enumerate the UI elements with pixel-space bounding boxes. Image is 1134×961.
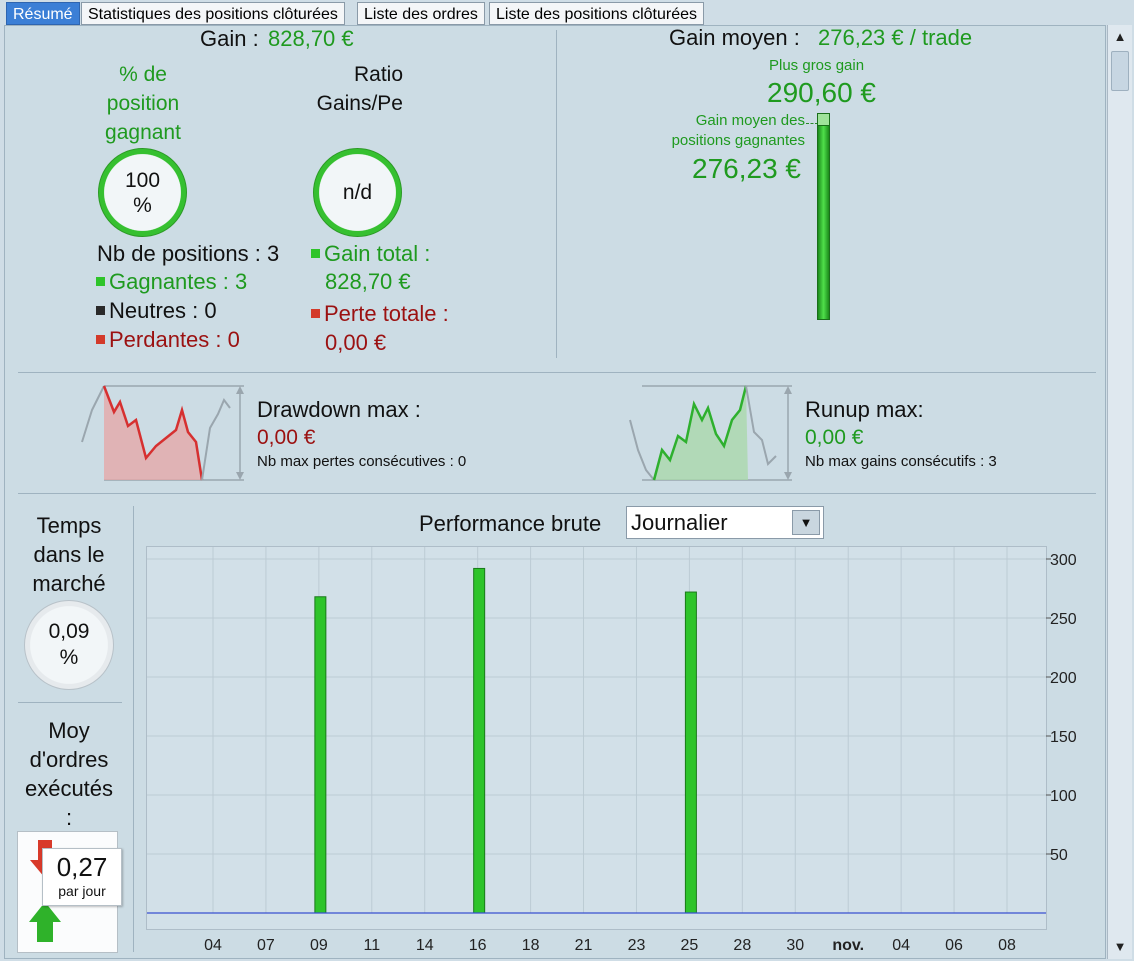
x-tick-label: 09	[310, 937, 328, 954]
time-in-market-title: Temps dans le marché	[32, 513, 106, 596]
period-select[interactable]: Journalier ▼	[626, 506, 824, 539]
x-tick-label: 16	[469, 937, 487, 954]
runup-sub: Nb max gains consécutifs : 3	[805, 453, 997, 470]
ratio-title: Ratio Gains/Pe	[316, 63, 403, 115]
runup-title: Runup max:	[805, 397, 924, 422]
perf-bar	[314, 596, 327, 914]
x-tick-label: 14	[416, 937, 434, 954]
red-square-icon	[96, 334, 105, 344]
y-tick-label: 250	[1050, 611, 1077, 628]
x-tick-label: 28	[733, 937, 751, 954]
x-tick-label: 23	[628, 937, 646, 954]
drawdown-title: Drawdown max :	[257, 397, 421, 422]
tab-resume[interactable]: Résumé	[6, 2, 80, 25]
drawdown-chart-icon	[81, 385, 244, 481]
ratio-gauge: n/d	[313, 148, 402, 237]
neutral-positions: Neutres : 0	[96, 298, 217, 324]
tab-bar: Résumé Statistiques des positions clôtur…	[0, 0, 1134, 26]
chevron-down-icon[interactable]: ▼	[792, 510, 820, 535]
winning-positions: Gagnantes : 3	[96, 269, 247, 295]
x-tick-label: 18	[522, 937, 540, 954]
time-in-market-value: 0,09	[48, 620, 90, 643]
scroll-thumb[interactable]	[1111, 51, 1129, 91]
scroll-up-icon[interactable]: ▲	[1113, 28, 1127, 44]
gain-total-value: 828,70 €	[325, 269, 411, 294]
y-tick-label: 50	[1050, 847, 1068, 864]
x-tick-label: 21	[575, 937, 593, 954]
performance-chart	[146, 546, 1047, 930]
win-percent-gauge: 100 %	[98, 148, 187, 237]
red-square-icon	[311, 308, 320, 318]
divider	[18, 493, 1096, 494]
vertical-scrollbar[interactable]: ▲ ▼	[1107, 25, 1132, 959]
divider	[18, 372, 1096, 373]
x-tick-label: 08	[998, 937, 1016, 954]
avg-gain-label: Gain moyen :	[669, 25, 800, 50]
orders-unit: par jour	[58, 883, 106, 899]
x-tick-label: 11	[363, 937, 380, 954]
x-tick-label: 25	[681, 937, 699, 954]
orders-card: 0,27 par jour	[17, 831, 122, 953]
y-tick-label: 150	[1050, 729, 1077, 746]
gain-label: Gain :	[200, 26, 259, 51]
gain-total-label: Gain total :	[311, 241, 430, 267]
divider	[133, 506, 134, 952]
avg-marker-line	[806, 123, 818, 124]
orders-value-box: 0,27 par jour	[42, 848, 122, 906]
avg-gain-marker	[817, 113, 830, 126]
loss-total-value: 0,00 €	[325, 330, 387, 355]
x-tick-label: 06	[945, 937, 963, 954]
x-tick-label: 07	[257, 937, 275, 954]
avg-winning-label: Gain moyen des positions gagnantes	[671, 112, 805, 149]
loss-total-label: Perte totale :	[311, 301, 449, 327]
drawdown-sub: Nb max pertes consécutives : 0	[257, 453, 467, 470]
period-select-value: Journalier	[631, 510, 728, 535]
win-percent-title: % de position gagnant	[105, 63, 181, 144]
tab-orders-list[interactable]: Liste des ordres	[357, 2, 485, 25]
biggest-gain-value: 290,60 €	[767, 77, 876, 108]
divider	[556, 30, 557, 358]
perf-bar	[684, 591, 697, 914]
x-tick-label: nov.	[832, 937, 864, 954]
avg-winning-value: 276,23 €	[692, 153, 801, 184]
tab-closed-positions-stats[interactable]: Statistiques des positions clôturées	[81, 2, 345, 25]
y-tick-label: 300	[1050, 552, 1077, 569]
drawdown-value: 0,00 €	[257, 426, 316, 449]
positions-count: Nb de positions : 3	[97, 241, 280, 266]
green-square-icon	[311, 248, 320, 258]
orders-value: 0,27	[56, 852, 108, 882]
tab-closed-positions-list[interactable]: Liste des positions clôturées	[489, 2, 704, 25]
avg-gain-value: 276,23 € / trade	[818, 25, 973, 50]
runup-chart-icon	[629, 385, 792, 481]
scroll-down-icon[interactable]: ▼	[1113, 938, 1127, 954]
ratio-value: n/d	[342, 180, 373, 204]
black-square-icon	[96, 305, 105, 315]
y-tick-label: 200	[1050, 670, 1077, 687]
perf-bar	[473, 567, 486, 914]
divider	[18, 702, 122, 703]
runup-value: 0,00 €	[805, 426, 864, 449]
x-tick-label: 04	[204, 937, 222, 954]
avg-orders-title: Moy d'ordres exécutés :	[24, 718, 114, 830]
green-square-icon	[96, 276, 105, 286]
biggest-gain-label: Plus gros gain	[769, 57, 865, 74]
time-in-market-gauge: 0,09 %	[24, 600, 114, 690]
x-tick-label: 04	[892, 937, 910, 954]
gain-value: 828,70 €	[268, 26, 354, 51]
losing-positions: Perdantes : 0	[96, 327, 240, 353]
x-tick-label: 30	[786, 937, 804, 954]
performance-title: Performance brute	[419, 511, 602, 536]
y-tick-label: 100	[1050, 788, 1077, 805]
win-percent-value: 100	[124, 168, 161, 192]
